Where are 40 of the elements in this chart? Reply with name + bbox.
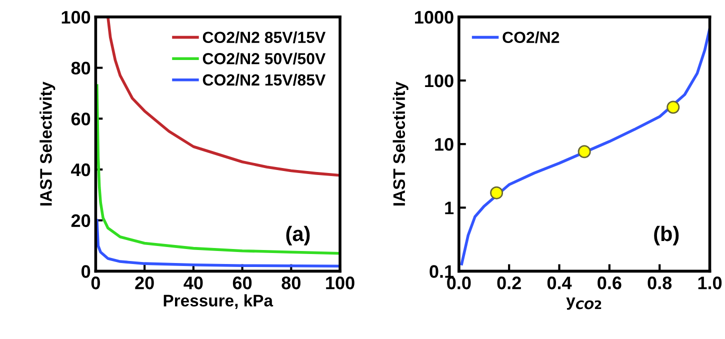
x-tick-label: 100 — [326, 276, 354, 290]
annotation: (a) — [286, 226, 310, 246]
x-tick-label: 20 — [135, 276, 154, 290]
line-series — [460, 27, 710, 266]
y-tick-label: 1000 — [415, 10, 454, 24]
x-tick-label: 0.4 — [547, 276, 572, 290]
x-axis-title: y$_{CO2}$ — [566, 297, 602, 310]
y-tick-label: 0 — [82, 265, 90, 278]
legend-label: CO2/N2 15V/85V — [202, 74, 326, 86]
legend-label: CO2/N2 50V/50V — [202, 52, 326, 64]
legend-label: CO2/N2 — [502, 31, 560, 44]
x-axis-title: Pressure, kPa — [164, 294, 274, 309]
y-tick-label: 60 — [71, 112, 90, 126]
x-tick-label: 60 — [232, 276, 252, 290]
point — [490, 186, 504, 200]
x-tick-label: 0 — [91, 276, 100, 290]
point — [578, 145, 591, 158]
y-tick-label: 20 — [71, 214, 90, 228]
line-series — [96, 218, 340, 268]
x-tick-label: 1.0 — [698, 276, 722, 290]
line-series — [106, 16, 340, 177]
x-tick-label: 0.0 — [447, 276, 471, 290]
x-tick-label: 40 — [184, 276, 203, 290]
y-tick-label: 0.1 — [430, 265, 454, 278]
x-tick-label: 0.8 — [648, 276, 672, 290]
line-series — [96, 84, 340, 255]
y-tick-label: 80 — [71, 62, 90, 75]
x-tick-label: 0.2 — [497, 276, 521, 290]
y-tick-label: 40 — [71, 163, 90, 176]
y-tick-label: 100 — [62, 10, 90, 24]
y-tick-label: 1 — [445, 202, 454, 214]
x-tick-label: 80 — [282, 276, 300, 290]
point — [666, 100, 680, 114]
y-axis-title: IAST Selectivity — [392, 82, 408, 206]
x-tick-label: 0.6 — [598, 276, 622, 290]
annotation: (b) — [654, 226, 679, 246]
legend-label: CO2/N2 85V/15V — [202, 31, 326, 44]
y-tick-label: 10 — [435, 138, 454, 151]
y-tick-label: 100 — [425, 74, 454, 88]
y-axis-title: IAST Selectivity — [40, 82, 56, 206]
